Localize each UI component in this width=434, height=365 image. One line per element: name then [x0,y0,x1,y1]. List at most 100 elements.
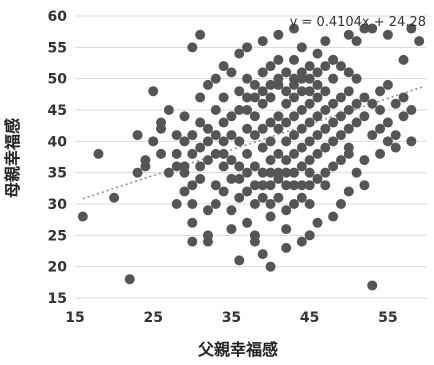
data-point [211,199,221,209]
data-point [266,155,276,165]
data-point [187,42,197,52]
data-point [281,155,291,165]
data-point [234,136,244,146]
data-point [336,199,346,209]
data-point [297,42,307,52]
data-point [297,105,307,115]
data-point [344,86,354,96]
data-point [172,199,182,209]
data-point [344,149,354,159]
data-point [140,155,150,165]
data-point [164,105,174,115]
data-point [375,149,385,159]
data-point [187,218,197,228]
data-point [219,118,229,128]
data-point [180,136,190,146]
data-point [289,111,299,121]
data-point [328,74,338,84]
data-point [328,118,338,128]
data-point [211,149,221,159]
data-point [250,199,260,209]
data-point [344,67,354,77]
data-point [336,92,346,102]
data-point [305,230,315,240]
data-point [312,149,322,159]
data-point [399,92,409,102]
data-point [172,130,182,140]
data-point [359,111,369,121]
data-point [180,186,190,196]
data-point [203,155,213,165]
data-point [375,105,385,115]
x-tick-label-55: 55 [378,310,397,326]
data-point [250,161,260,171]
data-point [289,80,299,90]
data-point [352,99,362,109]
data-point [226,130,236,140]
data-point [297,124,307,134]
data-point [414,36,424,46]
x-tick-label-35: 35 [222,310,241,326]
data-point [297,237,307,247]
data-point [219,61,229,71]
data-point [133,168,143,178]
data-point [250,80,260,90]
data-point [219,161,229,171]
data-point [234,161,244,171]
y-tick-label-45: 45 [48,103,67,119]
data-point [273,55,283,65]
data-point [203,205,213,215]
data-point [234,105,244,115]
data-point [234,86,244,96]
data-point [226,67,236,77]
data-point [219,186,229,196]
data-point [289,130,299,140]
data-point [281,118,291,128]
data-point [266,61,276,71]
data-point [273,149,283,159]
data-point [172,161,182,171]
data-point [258,193,268,203]
data-point [187,180,197,190]
data-point [195,92,205,102]
data-point [312,218,322,228]
data-point [289,149,299,159]
data-point [289,199,299,209]
data-point [406,136,416,146]
data-point [242,186,252,196]
data-point [297,161,307,171]
data-point [250,111,260,121]
data-point [305,199,315,209]
data-point [156,149,166,159]
data-point [258,99,268,109]
data-point [211,105,221,115]
data-point [352,36,362,46]
data-point [211,180,221,190]
data-point [211,130,221,140]
data-point [234,193,244,203]
data-point [406,105,416,115]
data-point [312,80,322,90]
data-point [281,243,291,253]
y-tick-label-60: 60 [48,9,68,25]
data-point [305,61,315,71]
data-point [328,161,338,171]
data-point [344,124,354,134]
data-point [226,224,236,234]
data-point [195,174,205,184]
data-point [312,174,322,184]
data-point [305,118,315,128]
data-point [320,36,330,46]
data-point [352,74,362,84]
data-point [266,212,276,222]
data-point [336,130,346,140]
data-point [281,136,291,146]
data-point [305,136,315,146]
data-point [258,124,268,134]
data-point [266,199,276,209]
data-point [266,80,276,90]
x-tick-label-45: 45 [300,310,319,326]
data-point [250,130,260,140]
data-point [148,136,158,146]
